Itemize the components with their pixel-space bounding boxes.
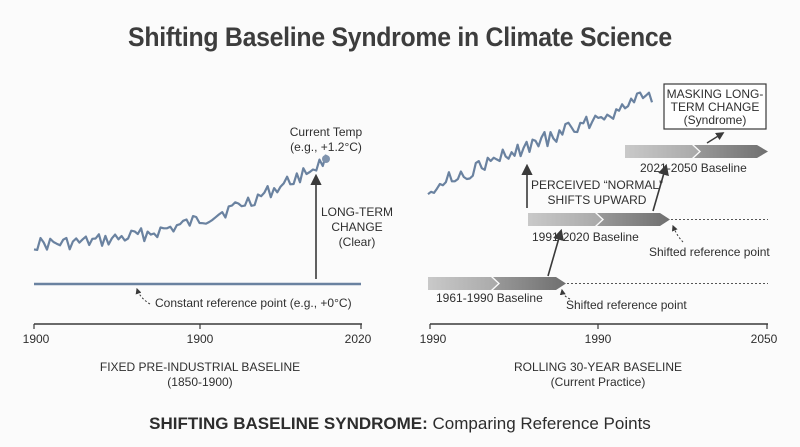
left-caption-main: FIXED PRE-INDUSTRIAL BASELINE bbox=[100, 360, 300, 374]
right-tick-label-2: 1990 bbox=[585, 332, 612, 346]
shifted-ref-pointer-1 bbox=[559, 288, 571, 300]
right-tick-label-3: 2050 bbox=[751, 332, 778, 346]
current-temp-label: Current Temp bbox=[290, 125, 363, 139]
right-temperature-series bbox=[427, 91, 654, 196]
footer-caption: SHIFTING BASELINE SYNDROME: Comparing Re… bbox=[0, 414, 800, 434]
long-term-change-note: (Clear) bbox=[339, 235, 376, 249]
masking-label: MASKING LONG- bbox=[667, 87, 764, 101]
baseline-arrow-1961 bbox=[428, 277, 566, 290]
right-tick-label-1: 1990 bbox=[420, 332, 447, 346]
masking-label-3: (Syndrome) bbox=[684, 113, 747, 127]
left-tick-label-1: 1900 bbox=[23, 332, 50, 346]
masking-label-2: TERM CHANGE bbox=[671, 100, 760, 114]
right-caption-main: ROLLING 30-YEAR BASELINE bbox=[514, 360, 682, 374]
current-temp-value: (e.g., +1.2°C) bbox=[290, 140, 362, 154]
right-caption-sub: (Current Practice) bbox=[551, 375, 646, 389]
baseline-2021-label: 2021-2050 Baseline bbox=[640, 161, 747, 175]
left-tick-label-3: 2020 bbox=[345, 332, 372, 346]
masking-arrow bbox=[706, 132, 725, 144]
baseline-1961-label: 1961-1990 Baseline bbox=[436, 291, 543, 305]
masking-box bbox=[663, 83, 767, 130]
shifted-ref-label-1: Shifted reference point bbox=[566, 298, 687, 312]
perceived-normal-label: PERCEIVED “NORMAL” bbox=[531, 178, 663, 192]
left-panel: Current Temp (e.g., +1.2°C) LONG-TERM CH… bbox=[23, 125, 393, 389]
current-temp-marker bbox=[322, 155, 330, 163]
long-term-change-label: LONG-TERM bbox=[321, 205, 393, 219]
right-panel: 1961-1990 Baseline 1991-2020 Baseline 20… bbox=[420, 83, 778, 389]
baseline-arrow-1991 bbox=[528, 213, 670, 226]
footer-bold: SHIFTING BASELINE SYNDROME: bbox=[149, 414, 428, 433]
long-term-change-label-2: CHANGE bbox=[331, 220, 382, 234]
reference-pointer bbox=[135, 287, 151, 305]
shift-arrow-2 bbox=[652, 163, 669, 212]
left-caption-sub: (1850-1900) bbox=[167, 375, 232, 389]
shifted-ref-pointer-2 bbox=[671, 224, 684, 243]
constant-reference-label: Constant reference point (e.g., +0°C) bbox=[155, 296, 352, 310]
baseline-arrow-2021 bbox=[625, 145, 768, 158]
left-tick-label-2: 1900 bbox=[187, 332, 214, 346]
shift-arrow-1 bbox=[547, 228, 564, 277]
footer-rest: Comparing Reference Points bbox=[427, 414, 651, 433]
left-temperature-series bbox=[33, 154, 328, 251]
shifted-ref-label-2: Shifted reference point bbox=[649, 245, 770, 259]
baseline-1991-label: 1991-2020 Baseline bbox=[532, 230, 639, 244]
page-title: Shifting Baseline Syndrome in Climate Sc… bbox=[128, 22, 672, 52]
perceived-normal-label-2: SHIFTS UPWARD bbox=[548, 193, 647, 207]
